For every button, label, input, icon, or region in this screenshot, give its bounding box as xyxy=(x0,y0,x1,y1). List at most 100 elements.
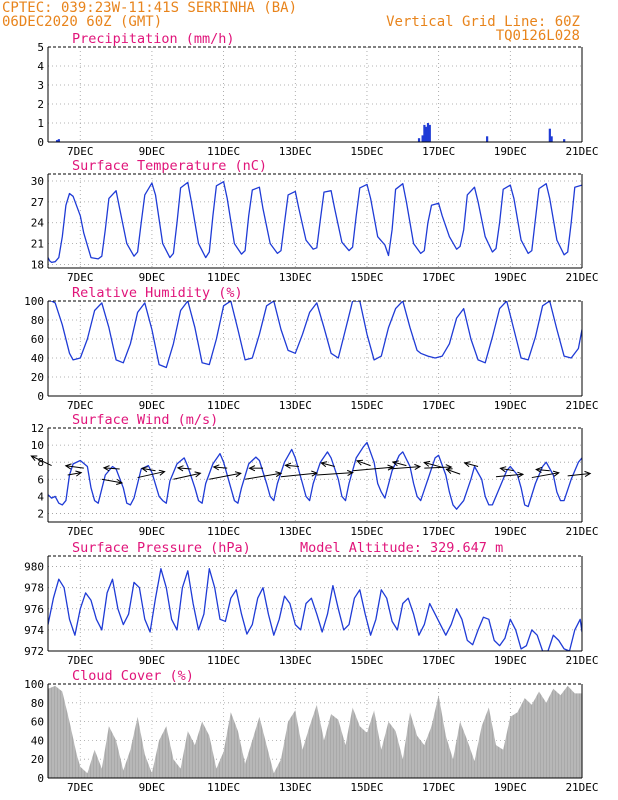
precip-ytick-label: 3 xyxy=(37,79,44,92)
pressure-ytick-label: 976 xyxy=(24,603,44,616)
wind-wind-arrowhead xyxy=(30,455,38,462)
cloud-xtick-label: 17DEC xyxy=(422,781,455,794)
precip-bar xyxy=(563,139,566,142)
wind-wind-arrowhead xyxy=(499,466,507,473)
rh-xtick-label: 19DEC xyxy=(494,399,527,412)
rh-xtick-label: 9DEC xyxy=(139,399,166,412)
pressure-xtick-label: 15DEC xyxy=(350,654,383,667)
temp-series-line xyxy=(48,181,582,264)
wind-wind-arrowhead xyxy=(356,459,364,466)
wind-wind-arrowhead xyxy=(75,470,83,477)
cloud-ytick-label: 20 xyxy=(31,753,44,766)
wind-xtick-label: 13DEC xyxy=(279,525,312,538)
cloud-area xyxy=(48,685,582,778)
wind-wind-arrowhead xyxy=(535,466,543,474)
cloud-cover-panel: 0 20 40 60 80 100 7DEC 9DEC 11DEC 13DEC 15DEC 17DEC… xyxy=(24,668,598,794)
wind-wind-arrowhead xyxy=(414,463,422,471)
wind-wind-arrow xyxy=(464,462,479,467)
wind-xtick-label: 11DEC xyxy=(207,525,240,538)
pressure-xtick-label: 7DEC xyxy=(67,654,94,667)
wind-xtick-label: 21DEC xyxy=(565,525,598,538)
cloud-xtick-label: 21DEC xyxy=(565,781,598,794)
wind-ytick-label: 8 xyxy=(37,456,44,469)
station-header: CPTEC: 039:23W-11:41S SERRINHA (BA) xyxy=(2,0,297,16)
wind-panel: 2 4 6 8 10 12 7DEC 9DEC 11DEC 13DEC 15DEC 17DEC 19DE… xyxy=(30,412,599,538)
temp-xtick-label: 19DEC xyxy=(494,271,527,284)
wind-xtick-label: 19DEC xyxy=(494,525,527,538)
wind-wind-arrow xyxy=(316,472,353,476)
precip-bar xyxy=(421,135,424,142)
wind-title: Surface Wind (m/s) xyxy=(72,412,218,428)
run-time-header: 06DEC2020 60Z (GMT) xyxy=(2,14,162,30)
wind-ytick-label: 2 xyxy=(37,507,44,520)
precip-xtick-label: 11DEC xyxy=(207,145,240,158)
wind-wind-arrow xyxy=(356,460,371,467)
cloud-data xyxy=(48,684,582,778)
temp-ytick-label: 21 xyxy=(31,238,44,251)
wind-xtick-label: 17DEC xyxy=(422,525,455,538)
precip-bar xyxy=(426,123,430,142)
precip-xtick-label: 17DEC xyxy=(422,145,455,158)
wind-wind-arrowhead xyxy=(212,464,220,471)
temp-xtick-label: 15DEC xyxy=(350,271,383,284)
wind-xtick-label: 15DEC xyxy=(350,525,383,538)
precip-bar xyxy=(486,136,489,142)
wind-wind-arrow xyxy=(424,466,452,469)
precipitation-panel: 0 1 2 3 4 5 7DEC 9DEC 11DEC 13DEC 15DEC 17DEC 19DEC 2… xyxy=(37,31,598,158)
precip-bar xyxy=(425,126,428,142)
cloud-ytick-label: 40 xyxy=(31,734,44,747)
pressure-title: Surface Pressure (hPa) xyxy=(72,540,251,556)
pressure-xtick-label: 19DEC xyxy=(494,654,527,667)
rh-series-line xyxy=(48,301,582,369)
cloud-xtick-label: 9DEC xyxy=(139,781,166,794)
wind-xtick-label: 9DEC xyxy=(139,525,166,538)
wind-wind-arrow xyxy=(285,464,299,467)
wind-wind-arrow xyxy=(567,472,591,477)
wind-wind-arrow xyxy=(446,468,461,475)
precip-xtick-label: 13DEC xyxy=(279,145,312,158)
rh-ytick-label: 0 xyxy=(37,390,44,403)
wind-wind-arrow xyxy=(137,471,165,479)
wind-wind-arrowhead xyxy=(552,470,560,477)
wind-ytick-label: 10 xyxy=(31,439,44,452)
precip-title: Precipitation (mm/h) xyxy=(72,31,235,47)
wind-wind-arrowhead xyxy=(176,465,184,472)
precip-bar xyxy=(423,124,426,142)
wind-wind-arrow xyxy=(213,466,228,469)
pressure-xtick-label: 17DEC xyxy=(422,654,455,667)
precip-xtick-label: 9DEC xyxy=(139,145,166,158)
rh-ytick-label: 80 xyxy=(31,314,44,327)
wind-wind-arrowhead xyxy=(463,461,471,468)
wind-wind-arrowhead xyxy=(158,469,166,476)
wind-wind-arrow xyxy=(173,472,201,480)
precip-ytick-label: 2 xyxy=(37,98,44,111)
precip-ytick-label: 1 xyxy=(37,117,44,130)
wind-wind-arrow xyxy=(352,466,394,472)
wind-wind-arrow xyxy=(500,467,514,472)
wind-wind-arrowhead xyxy=(584,470,592,478)
wind-wind-arrowhead xyxy=(391,460,399,467)
temp-xtick-label: 21DEC xyxy=(565,271,598,284)
pressure-xtick-label: 21DEC xyxy=(565,654,598,667)
precip-bar xyxy=(428,124,431,142)
wind-wind-arrowhead xyxy=(248,465,256,472)
precip-bar xyxy=(548,128,551,142)
cloud-ytick-label: 80 xyxy=(31,697,44,710)
rh-xtick-label: 7DEC xyxy=(67,399,94,412)
precip-bar xyxy=(417,138,421,142)
wind-wind-arrowhead xyxy=(64,463,72,470)
temp-xtick-label: 7DEC xyxy=(67,271,94,284)
rh-xtick-label: 13DEC xyxy=(279,399,312,412)
rh-ytick-label: 100 xyxy=(24,295,44,308)
cloud-ytick-label: 0 xyxy=(37,772,44,785)
cloud-xtick-label: 7DEC xyxy=(67,781,94,794)
wind-ytick-label: 4 xyxy=(37,490,44,503)
temp-title: Surface Temperature (nC) xyxy=(72,158,267,174)
wind-series-line xyxy=(48,441,582,510)
precip-xtick-label: 7DEC xyxy=(67,145,94,158)
cloud-ytick-label: 60 xyxy=(31,716,44,729)
precip-bar xyxy=(550,136,553,142)
humidity-panel: 0 20 40 60 80 100 7DEC 9DEC 11DEC 13DEC 15DEC 17DEC… xyxy=(24,285,598,412)
cloud-ytick-label: 100 xyxy=(24,678,44,691)
pressure-xtick-label: 13DEC xyxy=(279,654,312,667)
